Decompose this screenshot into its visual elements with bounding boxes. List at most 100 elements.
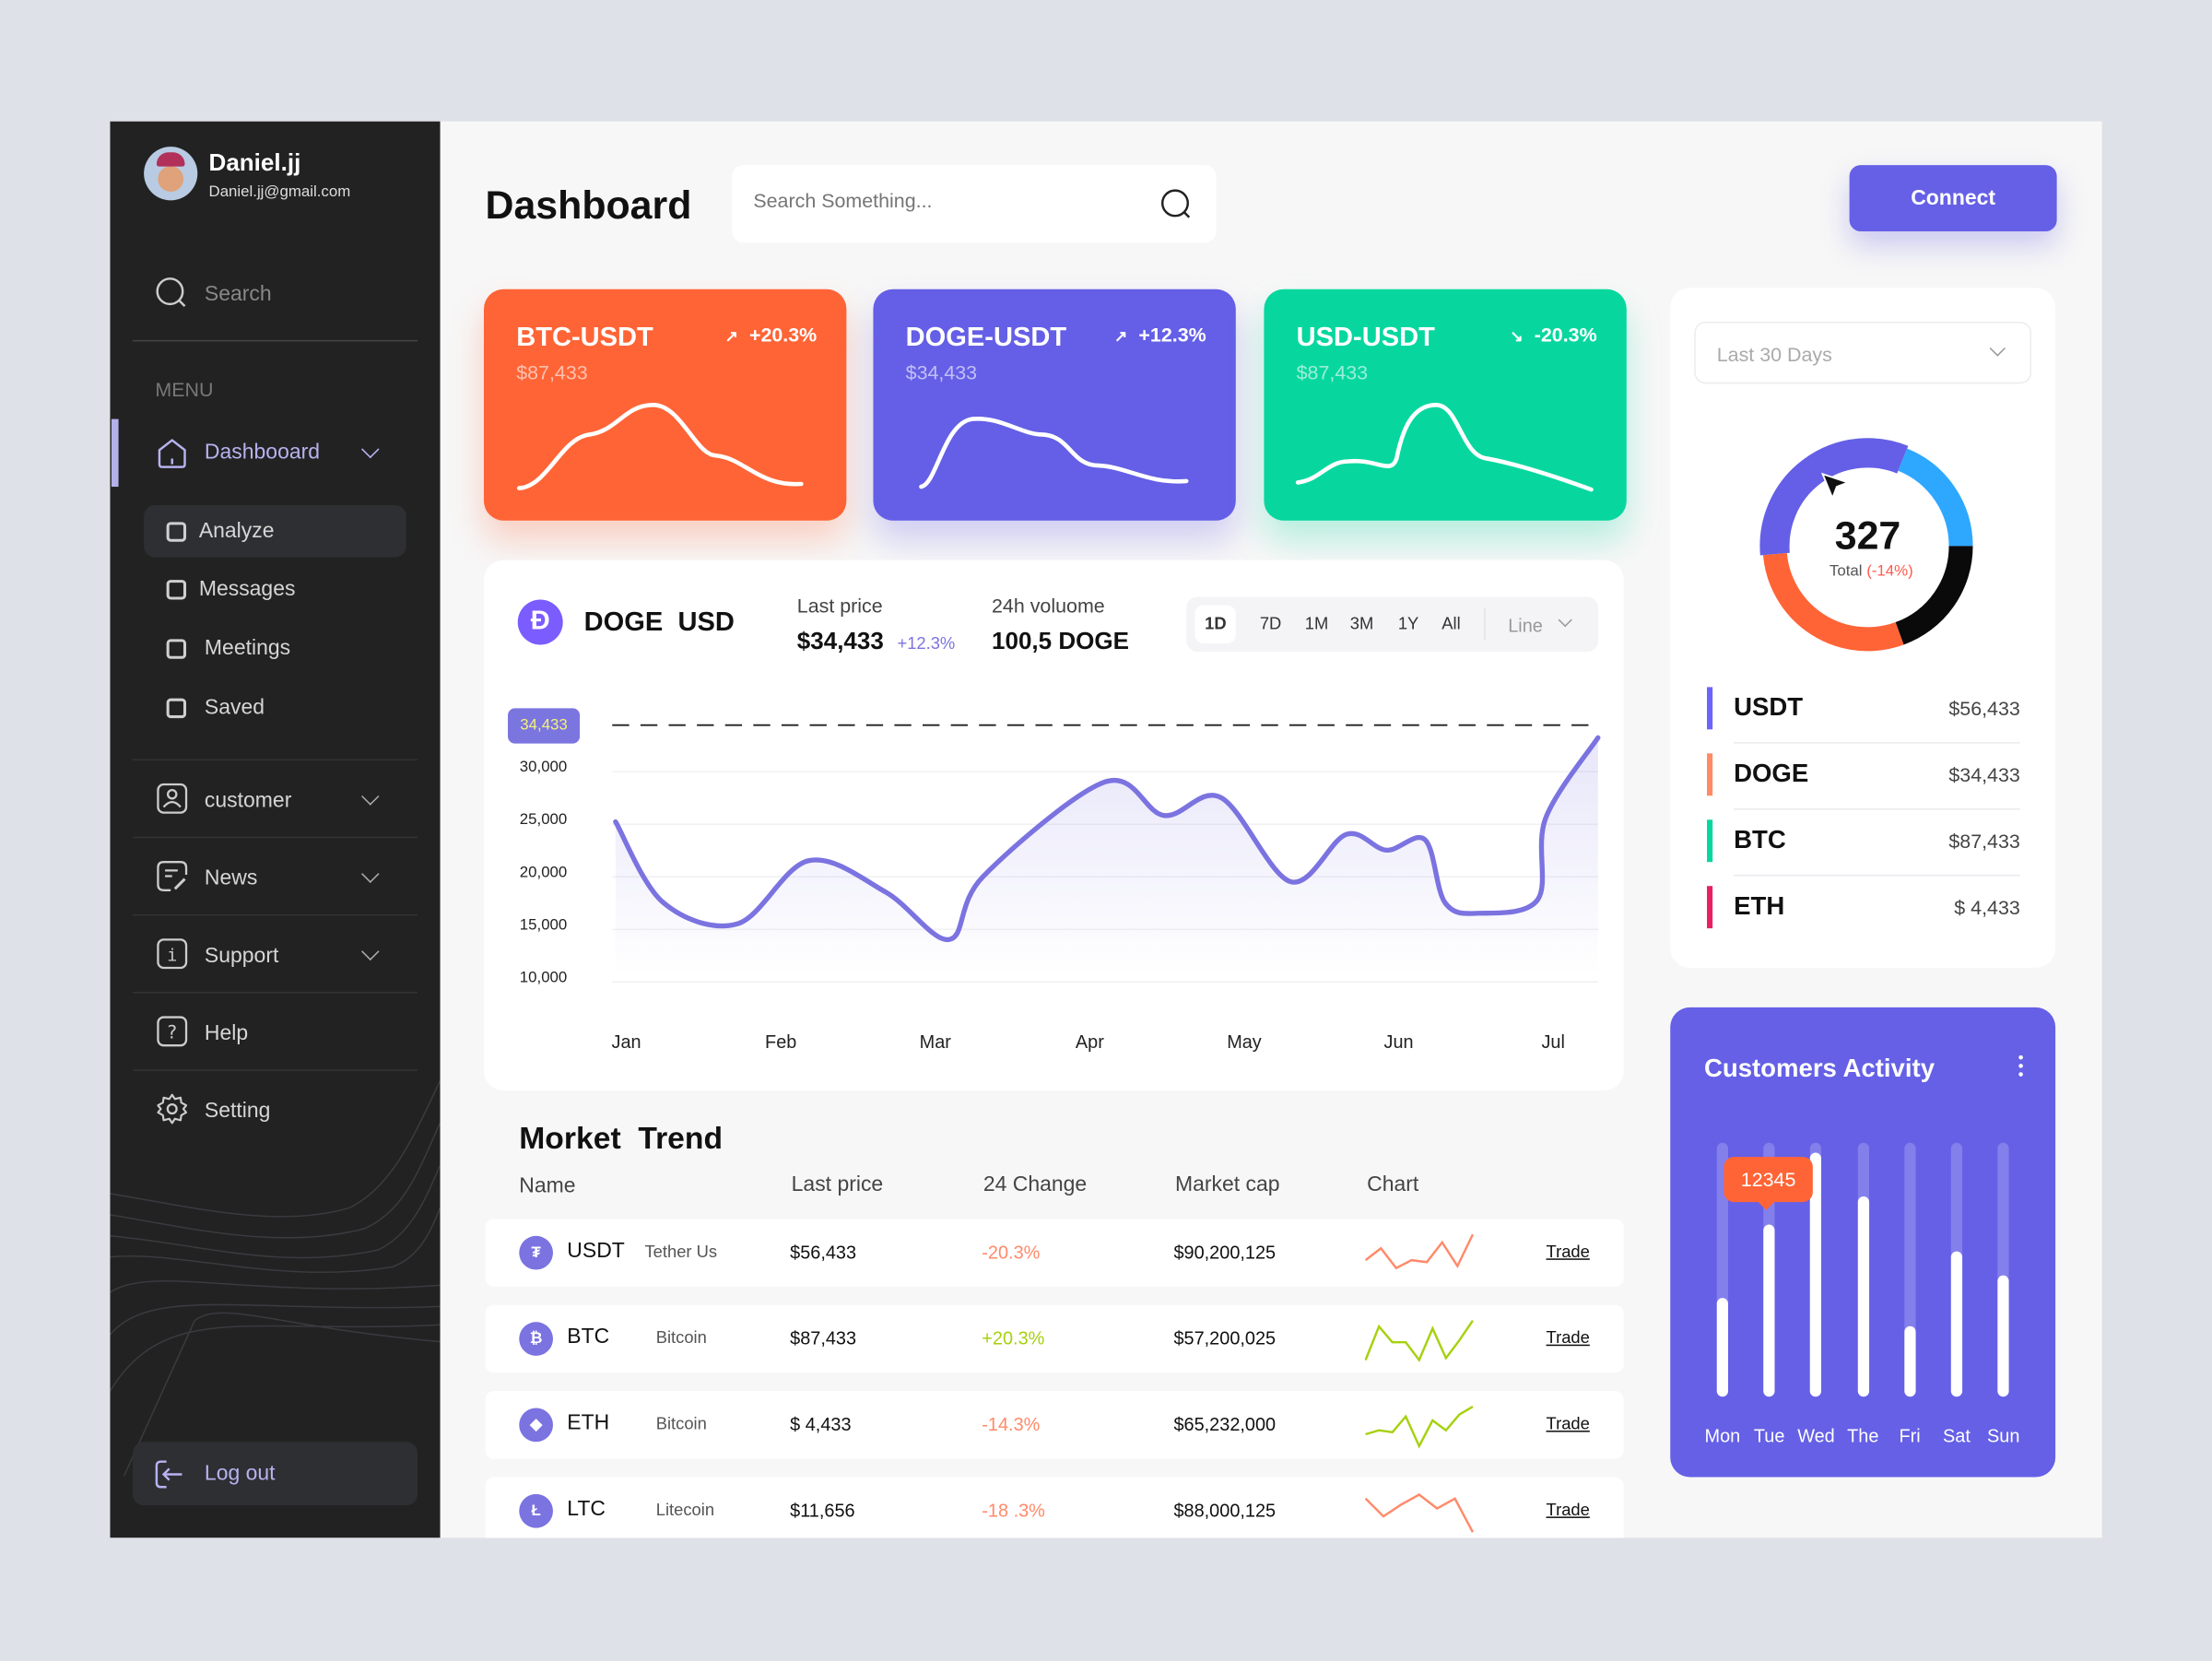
sparkline-chart	[1363, 1316, 1476, 1364]
x-tick-label: Apr	[1076, 1032, 1104, 1053]
donut-total: 327	[1670, 513, 2065, 559]
activity-bar-fill	[1857, 1196, 1868, 1397]
divider	[1734, 742, 2020, 744]
avatar[interactable]	[144, 147, 197, 200]
legend-color-bar	[1707, 886, 1712, 928]
divider	[133, 992, 418, 994]
sidebar-item-customer[interactable]: customer	[110, 762, 440, 839]
total-change: (-14%)	[1866, 563, 1913, 580]
cursor-icon	[1819, 471, 1851, 502]
app-window: Daniel.jj Daniel.jj@gmail.com Search MEN…	[110, 122, 2101, 1538]
y-tick-label: 30,000	[520, 758, 567, 775]
sparkline-chart	[1363, 1402, 1476, 1450]
coin-icon: Ł	[519, 1494, 553, 1528]
sub-item-messages[interactable]: Messages	[144, 564, 406, 617]
activity-bar-track	[1857, 1143, 1868, 1397]
logout-button[interactable]: Log out	[133, 1442, 418, 1505]
sidebar-item-label: News	[205, 866, 257, 890]
cell-cap: $65,232,000	[1173, 1414, 1276, 1435]
cell-cap: $57,200,025	[1173, 1327, 1276, 1349]
sidebar-item-news[interactable]: News	[110, 840, 440, 916]
cell-change: -18 .3%	[982, 1500, 1045, 1521]
cell-change: -20.3%	[982, 1242, 1040, 1263]
cell-cap: $88,000,125	[1173, 1500, 1276, 1521]
col-header-name: Name	[519, 1173, 575, 1197]
legend-name: USDT	[1734, 693, 1803, 723]
trade-link[interactable]: Trade	[1547, 1327, 1590, 1347]
sidebar-search-label: Search	[205, 282, 272, 306]
sidebar-search[interactable]: Search	[155, 277, 409, 311]
search-input[interactable]	[753, 189, 1134, 211]
cell-symbol: USDT	[567, 1239, 625, 1263]
col-header-last-price: Last price	[792, 1172, 884, 1196]
day-label: Sun	[1975, 1425, 2031, 1446]
sparkline-chart	[1363, 1231, 1476, 1278]
col-header-market-cap: Market cap	[1175, 1172, 1280, 1196]
trade-link[interactable]: Trade	[1547, 1242, 1590, 1261]
x-tick-label: Jul	[1541, 1032, 1564, 1053]
square-icon	[167, 522, 186, 541]
ticker-card[interactable]: BTC-USDT$87,433↗+20.3%	[484, 289, 846, 521]
legend-value: $ 4,433	[1954, 896, 2020, 918]
sparkline	[1366, 1234, 1473, 1267]
period-label: Last 30 Days	[1717, 343, 1832, 365]
sparkline	[1366, 1407, 1473, 1446]
chevron-down-icon	[1990, 340, 2006, 356]
sub-item-label: Messages	[199, 577, 296, 601]
legend-item-doge[interactable]: DOGE$34,433	[1707, 753, 2020, 809]
search-box[interactable]	[732, 165, 1216, 242]
legend-item-btc[interactable]: BTC$87,433	[1707, 819, 2020, 876]
x-tick-label: May	[1227, 1032, 1262, 1053]
connect-button[interactable]: Connect	[1850, 165, 2057, 231]
sidebar-item-setting[interactable]: Setting	[110, 1072, 440, 1149]
menu-heading: MENU	[155, 378, 213, 400]
y-tick-label: 20,000	[520, 863, 567, 880]
search-icon[interactable]	[1159, 188, 1194, 222]
sidebar-item-help[interactable]: ? Help	[110, 995, 440, 1071]
sparkline	[1366, 1321, 1473, 1361]
cell-name: Bitcoin	[656, 1414, 707, 1433]
activity-bar-fill	[1951, 1252, 1962, 1396]
legend-name: BTC	[1734, 825, 1786, 854]
trade-link[interactable]: Trade	[1547, 1500, 1590, 1519]
legend-color-bar	[1707, 819, 1712, 862]
cell-name: Litecoin	[656, 1500, 714, 1519]
sub-item-label: Analyze	[199, 519, 275, 543]
y-tick-label: 15,000	[520, 915, 567, 933]
sidebar-item-support[interactable]: i Support	[110, 917, 440, 994]
activity-bar-fill	[1764, 1224, 1775, 1396]
trade-link[interactable]: Trade	[1547, 1414, 1590, 1433]
sub-item-meetings[interactable]: Meetings	[144, 624, 406, 677]
divider	[1734, 875, 2020, 877]
gear-icon	[155, 1092, 189, 1126]
news-edit-icon	[155, 859, 189, 893]
activity-bar-fill	[1998, 1275, 2009, 1396]
active-indicator	[112, 419, 119, 487]
y-tick-label: 25,000	[520, 810, 567, 828]
total-label: Total	[1830, 563, 1863, 580]
cell-symbol: LTC	[567, 1497, 606, 1521]
cell-price: $56,433	[790, 1242, 856, 1263]
portfolio-summary-panel: Last 30 Days 327 Total (-14%) USDT$56,43…	[1670, 288, 2055, 968]
legend-item-eth[interactable]: ETH$ 4,433	[1707, 886, 2020, 942]
period-dropdown[interactable]: Last 30 Days	[1694, 322, 2031, 383]
ticker-card[interactable]: DOGE-USDT$34,433↗+12.3%	[873, 289, 1235, 521]
legend-color-bar	[1707, 753, 1712, 795]
activity-title: Customers Activity	[1704, 1054, 1935, 1083]
ticker-card[interactable]: USD-USDT$87,433↘-20.3%	[1264, 289, 1626, 521]
sub-item-label: Saved	[205, 696, 265, 720]
legend-item-usdt[interactable]: USDT$56,433	[1707, 687, 2020, 743]
sub-item-analyze[interactable]: Analyze	[144, 505, 406, 558]
sub-item-saved[interactable]: Saved	[144, 683, 406, 736]
more-options-icon[interactable]	[2015, 1055, 2029, 1078]
price-chart-panel: Ð DOGE USD Last price $34,433 +12.3% 24h…	[484, 560, 1624, 1091]
user-email: Daniel.jj@gmail.com	[209, 183, 351, 200]
legend-color-bar	[1707, 687, 1712, 729]
chevron-down-icon	[361, 787, 379, 805]
square-icon	[167, 699, 186, 718]
x-tick-label: Feb	[765, 1032, 796, 1053]
sidebar-item-dashboard[interactable]: Dashbooard	[110, 419, 440, 487]
divider	[133, 914, 418, 916]
